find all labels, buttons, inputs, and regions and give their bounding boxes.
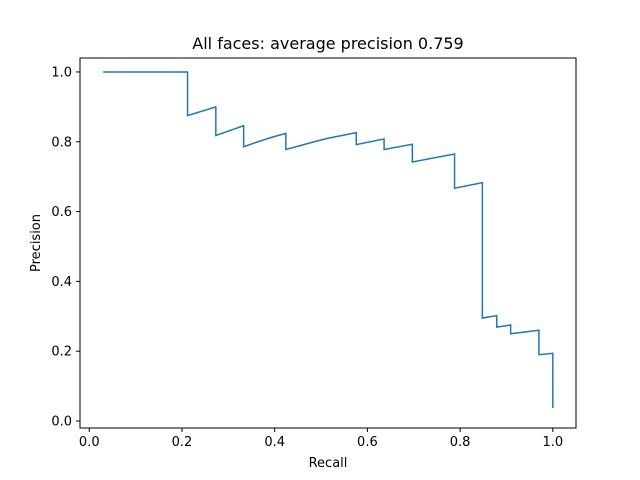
plot-frame [79, 57, 577, 429]
y-tick-label: 0.2 [51, 345, 72, 360]
y-tick-label: 0.6 [51, 205, 72, 220]
y-tick-label: 0.4 [51, 275, 72, 290]
x-tick-label: 1.0 [542, 435, 563, 450]
y-tick-label: 0.8 [51, 135, 72, 150]
y-tick-label: 1.0 [51, 65, 72, 80]
y-axis-label: Precision [29, 214, 44, 272]
x-tick-label: 0.2 [172, 435, 193, 450]
y-axis: 0.0 0.2 0.4 0.6 0.8 1.0 [51, 65, 80, 430]
x-tick-label: 0.6 [357, 435, 378, 450]
x-axis: 0.0 0.2 0.4 0.6 0.8 1.0 [79, 428, 563, 450]
x-axis-label: Recall [309, 456, 348, 471]
x-tick-label: 0.4 [264, 435, 285, 450]
chart-title: All faces: average precision 0.759 [192, 34, 463, 53]
precision-recall-line [103, 71, 554, 409]
x-tick-label: 0.8 [450, 435, 471, 450]
x-tick-label: 0.0 [79, 435, 100, 450]
y-tick-label: 0.0 [51, 415, 72, 430]
